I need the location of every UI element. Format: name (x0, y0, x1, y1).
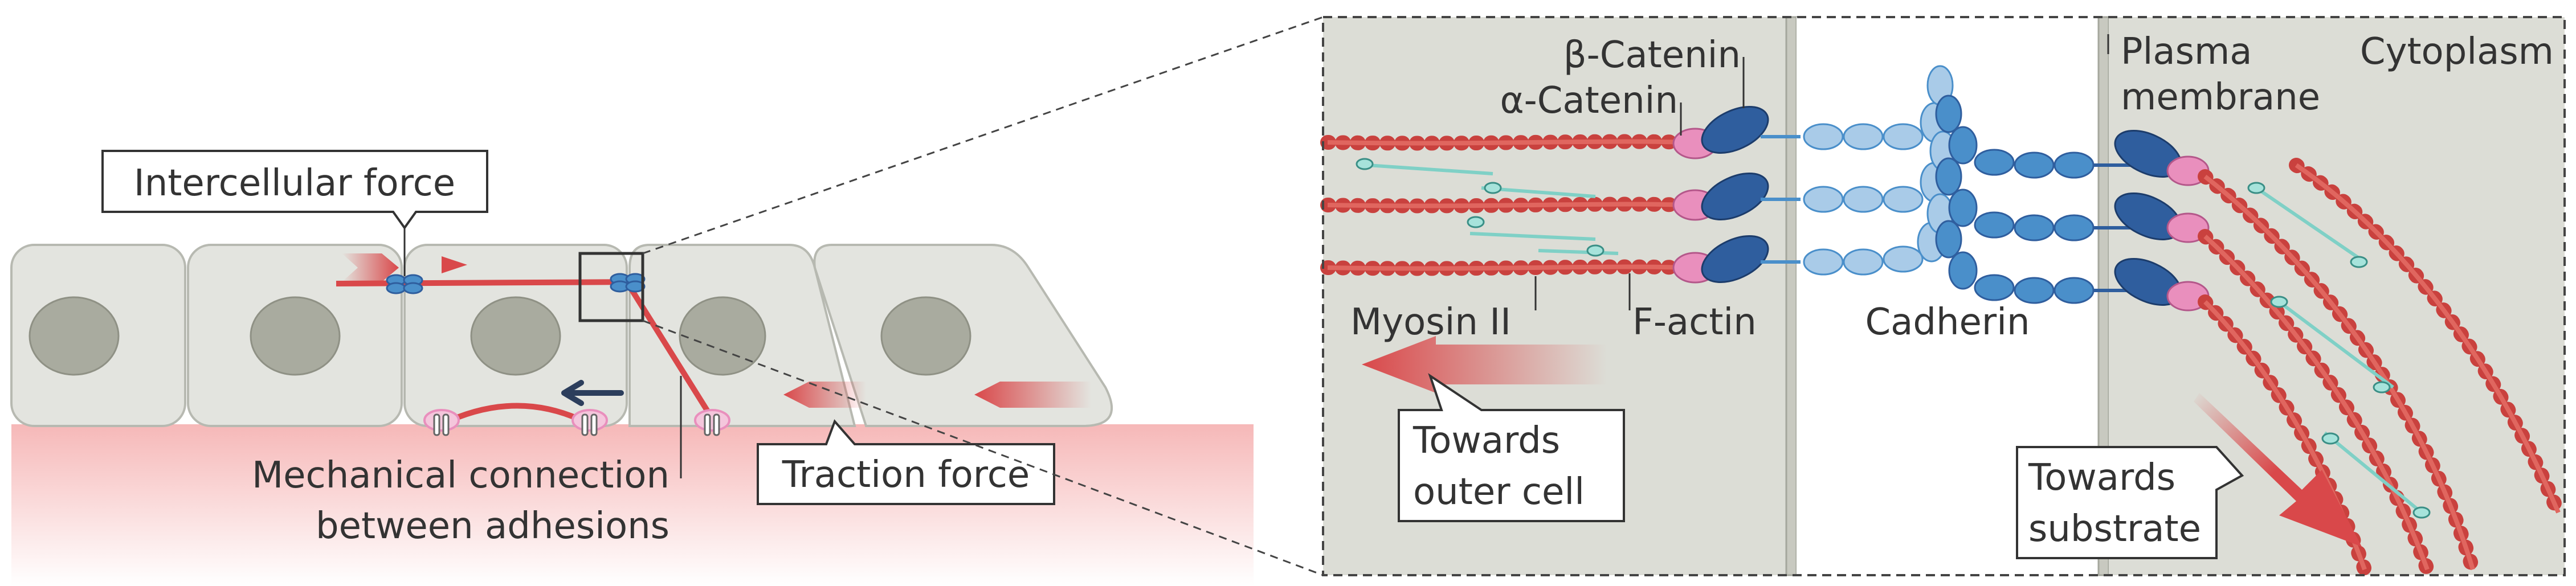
myosin-ii-filaments-right (2255, 186, 2423, 514)
arrow-left-icon (561, 380, 624, 406)
traction-force-arrow (783, 382, 866, 408)
towards-substrate-label-line2: substrate (2028, 508, 2201, 550)
focal-adhesion-icon (571, 409, 608, 436)
cadherin-ectodomain-light (1803, 65, 1957, 276)
intercellular-force-arrow-right (442, 256, 467, 273)
traction-force-label: Traction force (782, 454, 1030, 496)
towards-substrate-label-line1: Towards (2028, 457, 2175, 499)
zoom-projection-line (642, 319, 1324, 576)
overview-panel: Intercellular force Mechanical connectio… (10, 150, 1254, 586)
cytoplasm-label: Cytoplasm (2360, 31, 2554, 73)
myosin-heads-right (2247, 182, 2431, 519)
f-actin-label: F-actin (1632, 301, 1757, 343)
focal-adhesion-icon (423, 409, 460, 436)
alpha-catenin-label: α-Catenin (1500, 80, 1678, 122)
myosin-heads (1356, 158, 1605, 257)
detail-panel: β-Catenin α-Catenin Plasma membrane Cyto… (1320, 16, 2566, 577)
mechanical-connection-arc (440, 403, 591, 427)
nuclei (28, 296, 971, 376)
zoom-projection-line (642, 16, 1324, 255)
nucleus (28, 296, 120, 376)
actin-filaments-left-core (1327, 139, 1687, 271)
intercellular-force-label: Intercellular force (134, 162, 455, 204)
traction-force-callout-box (757, 419, 1055, 505)
focal-adhesion-icon (694, 409, 730, 436)
intercellular-force-callout-box (101, 150, 488, 230)
towards-substrate-arrow (2194, 393, 2362, 547)
beta-catenin-label: β-Catenin (1563, 34, 1741, 76)
plasma-membrane-label-line2: membrane (2121, 76, 2320, 118)
mechanical-connection-label-line2: between adhesions (316, 505, 669, 547)
beta-catenin-icon (2114, 130, 2182, 306)
cadherin-left (1761, 135, 1801, 264)
zoom-region (578, 252, 644, 322)
towards-outer-cell-callout-box (1398, 373, 1625, 522)
nucleus (470, 296, 561, 376)
cadherin-ectodomain-right (1935, 95, 2095, 304)
nucleus (880, 296, 971, 376)
mechanical-connection-label-line1: Mechanical connection (252, 454, 669, 497)
nucleus (679, 296, 766, 376)
membrane-left (1785, 16, 1798, 576)
cadherin-junction-icon (386, 274, 423, 294)
towards-outer-cell-label-line2: outer cell (1413, 471, 1585, 513)
actin-bundle (336, 279, 639, 286)
towards-substrate-callout-box (2016, 446, 2244, 559)
actin-bundle-diagonal (624, 280, 715, 420)
detail-panel-border (1322, 16, 2566, 576)
myosin-ii-label: Myosin II (1350, 301, 1511, 343)
towards-outer-cell-arrow (1362, 336, 1607, 393)
cadherin-junction-icon (610, 273, 646, 293)
intercellular-force-arrow-left (342, 253, 399, 282)
nucleus (250, 296, 341, 376)
towards-outer-cell-label-line1: Towards (1412, 420, 1560, 462)
traction-force-arrow (974, 382, 1091, 408)
plasma-membrane-label-line1: Plasma (2121, 31, 2252, 73)
cadherin-label: Cadherin (1865, 301, 2030, 343)
beta-catenin-icon (1701, 106, 1769, 283)
